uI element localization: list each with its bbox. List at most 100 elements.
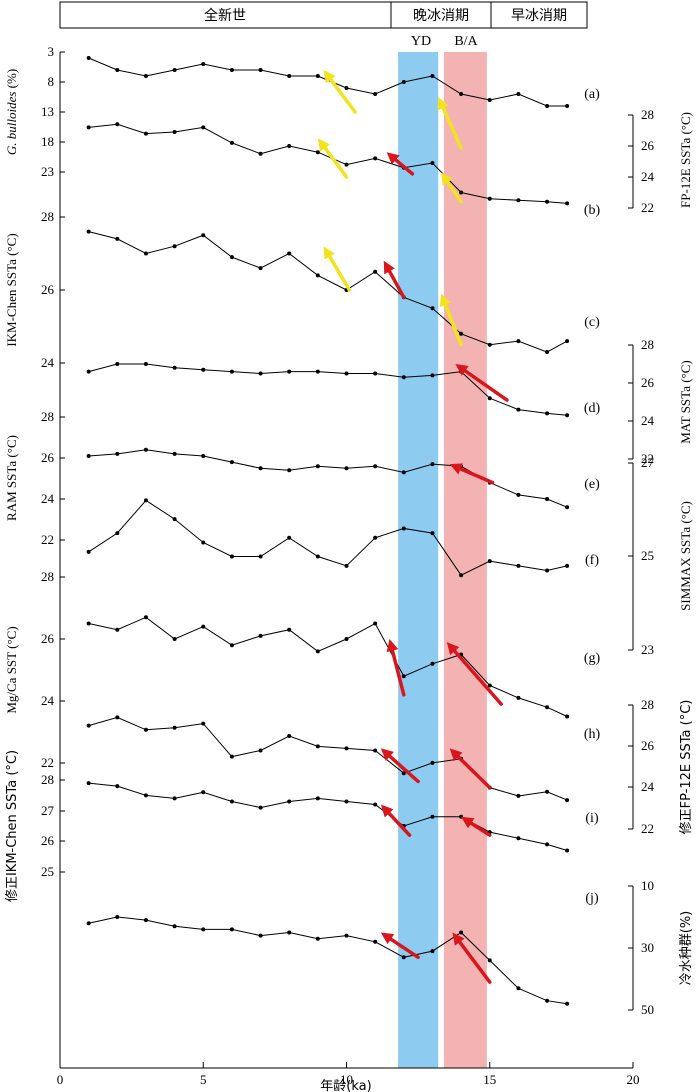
data-point-f	[344, 563, 349, 568]
trend-arrows	[317, 70, 509, 984]
data-point-c	[115, 236, 120, 241]
data-point-a	[115, 68, 120, 72]
data-point-h	[545, 789, 550, 794]
trend-arrowhead-yellow	[323, 70, 336, 84]
data-point-c	[545, 350, 550, 355]
data-point-h	[287, 734, 292, 738]
period-late-deglacial: 晚冰消期	[413, 8, 469, 24]
y-tick-label: 26	[641, 138, 655, 153]
data-point-f	[86, 549, 91, 554]
y-axis-label-j: 冷水种群(%)	[679, 911, 694, 986]
data-point-h	[373, 748, 378, 753]
trend-arrowhead-red	[449, 463, 464, 475]
data-point-f	[401, 526, 406, 531]
series-line-f	[88, 499, 568, 576]
data-point-i	[258, 805, 263, 810]
trend-arrow-red	[387, 269, 406, 300]
period-early-deglacial: 早冰消期	[511, 8, 567, 24]
data-point-e	[229, 460, 234, 465]
data-point-f	[143, 498, 148, 503]
data-point-e	[201, 453, 206, 458]
trend-arrowhead-yellow	[323, 246, 335, 260]
data-point-g	[344, 637, 349, 641]
y-axis-label-g: Mg/Ca SST (°C)	[4, 626, 19, 713]
data-point-j	[86, 921, 91, 926]
data-point-a	[201, 62, 206, 66]
data-point-b	[459, 190, 464, 195]
data-point-f	[565, 563, 570, 568]
data-point-j	[459, 930, 464, 935]
panel-letter-i: (i)	[585, 811, 599, 826]
trend-arrow-yellow	[329, 77, 357, 114]
data-point-h	[430, 760, 435, 765]
trend-arrow-yellow	[446, 180, 463, 204]
event-label-yd: YD	[411, 34, 431, 49]
data-point-a	[545, 104, 550, 108]
y-tick-label: 30	[641, 940, 654, 955]
data-point-h	[315, 744, 320, 749]
data-point-c	[287, 251, 292, 256]
data-point-j	[287, 930, 292, 935]
data-point-d	[344, 371, 349, 376]
data-point-a	[373, 92, 378, 96]
data-point-g	[401, 674, 406, 679]
data-point-c	[315, 273, 320, 278]
data-point-i	[315, 796, 320, 801]
panel-letters: (a) (b) (c) (d) (e) (f) (g) (h) (i) (j)	[584, 87, 601, 906]
trend-arrowhead-red	[380, 932, 395, 945]
y-tick-label: 13	[41, 104, 54, 119]
trend-arrowhead-red	[455, 364, 469, 376]
data-point-f	[258, 554, 263, 559]
data-point-c	[143, 251, 148, 256]
x-tick-label: 20	[627, 1072, 640, 1087]
data-point-g	[86, 621, 91, 626]
trend-arrow-red	[389, 937, 420, 960]
y-tick-label: 28	[41, 772, 54, 787]
data-point-f	[287, 535, 292, 540]
data-point-b	[287, 144, 292, 148]
trend-arrowhead-red	[386, 639, 399, 653]
data-point-e	[115, 451, 120, 456]
y-axes: 3 8 13 18 23 G. bulloides (%) 28 26 24 22 FP-12E S…	[4, 44, 694, 1017]
y-tick-label: 22	[641, 200, 654, 215]
series-line-g	[88, 616, 568, 717]
data-point-g	[115, 627, 120, 632]
data-point-d	[315, 369, 320, 374]
y-axis-label-d: MAT SSTa (°C)	[678, 360, 693, 444]
data-point-f	[459, 573, 464, 578]
data-point-b	[115, 122, 120, 127]
data-point-g	[315, 649, 320, 654]
data-point-j	[401, 955, 406, 960]
data-point-d	[545, 411, 550, 416]
y-tick-label: 25	[41, 864, 54, 879]
data-point-h	[229, 754, 234, 759]
data-point-j	[201, 927, 206, 932]
trend-arrow-yellow	[327, 254, 352, 292]
trend-arrow-red	[458, 467, 495, 485]
data-point-f	[516, 563, 521, 568]
data-point-e	[258, 466, 263, 471]
data-point-f	[430, 531, 435, 536]
y-tick-label: 25	[641, 548, 654, 563]
y-tick-label: 28	[641, 697, 654, 712]
data-point-b	[487, 196, 492, 201]
trend-arrow-red	[387, 811, 412, 837]
data-point-h	[86, 723, 91, 728]
data-point-d	[287, 369, 292, 374]
data-point-h	[344, 746, 349, 751]
data-point-b	[315, 150, 320, 155]
trend-arrow-yellow	[441, 106, 463, 150]
data-point-j	[258, 933, 263, 938]
series-line-a	[88, 57, 568, 107]
panel-letter-c: (c)	[584, 315, 600, 330]
trend-arrow-red	[456, 755, 492, 790]
series-line-e	[88, 449, 568, 508]
data-point-a	[172, 68, 177, 72]
trend-arrowhead-yellow	[317, 138, 330, 152]
data-point-e	[143, 447, 148, 452]
data-point-h	[516, 793, 521, 798]
y-tick-label: 23	[641, 642, 654, 657]
y-tick-label: 18	[41, 134, 54, 149]
data-point-f	[201, 540, 206, 545]
